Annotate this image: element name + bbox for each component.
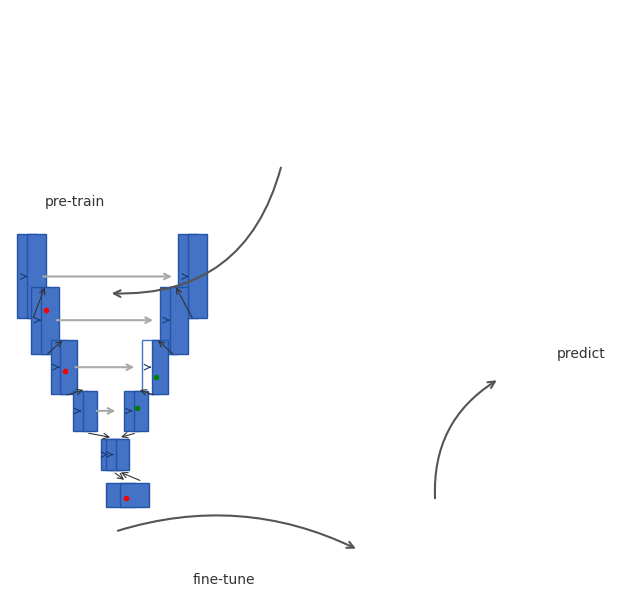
Bar <box>170 287 188 354</box>
FancyArrowPatch shape <box>118 516 354 548</box>
Bar <box>83 391 97 431</box>
Bar <box>41 287 59 354</box>
FancyArrowPatch shape <box>435 381 495 498</box>
Bar <box>27 235 46 318</box>
Bar <box>31 287 49 354</box>
Bar <box>179 235 198 318</box>
Bar <box>152 340 168 394</box>
Bar <box>51 340 67 394</box>
Bar <box>111 439 124 470</box>
Bar <box>101 439 114 470</box>
Bar <box>106 483 136 507</box>
Bar <box>161 287 178 354</box>
Bar <box>134 391 148 431</box>
Text: pre-train: pre-train <box>45 195 105 208</box>
Bar <box>17 235 36 318</box>
Bar <box>61 340 77 394</box>
Text: fine-tune: fine-tune <box>193 573 255 587</box>
Text: predict: predict <box>557 348 605 361</box>
Bar <box>116 439 129 470</box>
Bar <box>143 340 159 394</box>
FancyArrowPatch shape <box>114 167 281 297</box>
Bar <box>106 439 119 470</box>
Bar <box>74 391 88 431</box>
Bar <box>120 483 149 507</box>
Bar <box>124 391 139 431</box>
Bar <box>188 235 207 318</box>
